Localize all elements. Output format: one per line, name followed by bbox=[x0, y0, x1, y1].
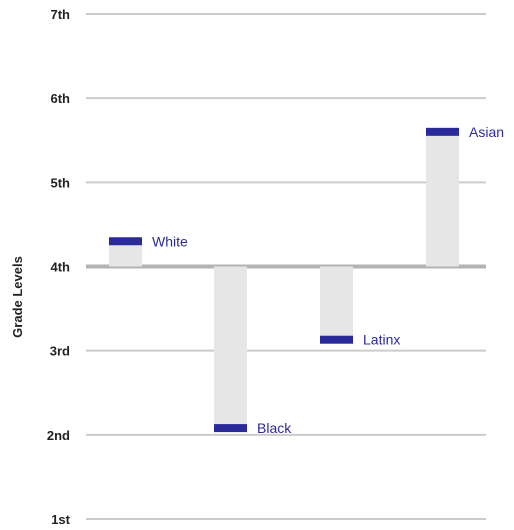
bar-layer bbox=[109, 127, 459, 433]
y-axis-title: Grade Levels bbox=[10, 256, 25, 338]
category-label-white: White bbox=[152, 233, 188, 249]
category-label-asian: Asian bbox=[469, 124, 504, 140]
y-tick-label: 2nd bbox=[47, 428, 70, 443]
marker-asian bbox=[426, 127, 459, 136]
bar-asian bbox=[426, 131, 459, 267]
marker-latinx bbox=[320, 335, 353, 344]
bar-latinx bbox=[320, 266, 353, 340]
y-tick-label: 4th bbox=[51, 260, 71, 275]
y-tick-label: 6th bbox=[51, 91, 71, 106]
category-label-black: Black bbox=[257, 420, 292, 436]
y-tick-label: 3rd bbox=[50, 344, 70, 359]
category-label-latinx: Latinx bbox=[363, 332, 400, 348]
bar-white bbox=[109, 241, 142, 267]
bar-black bbox=[214, 266, 247, 429]
grid-layer bbox=[86, 13, 486, 520]
marker-black bbox=[214, 424, 247, 433]
marker-white bbox=[109, 237, 142, 246]
y-tick-label: 7th bbox=[51, 7, 71, 22]
label-layer: 7th 6th 5th 4th 3rd 2nd 1st White Black Latinx Asi… bbox=[47, 7, 504, 527]
y-tick-label: 5th bbox=[51, 175, 71, 190]
y-tick-label: 1st bbox=[51, 512, 70, 527]
